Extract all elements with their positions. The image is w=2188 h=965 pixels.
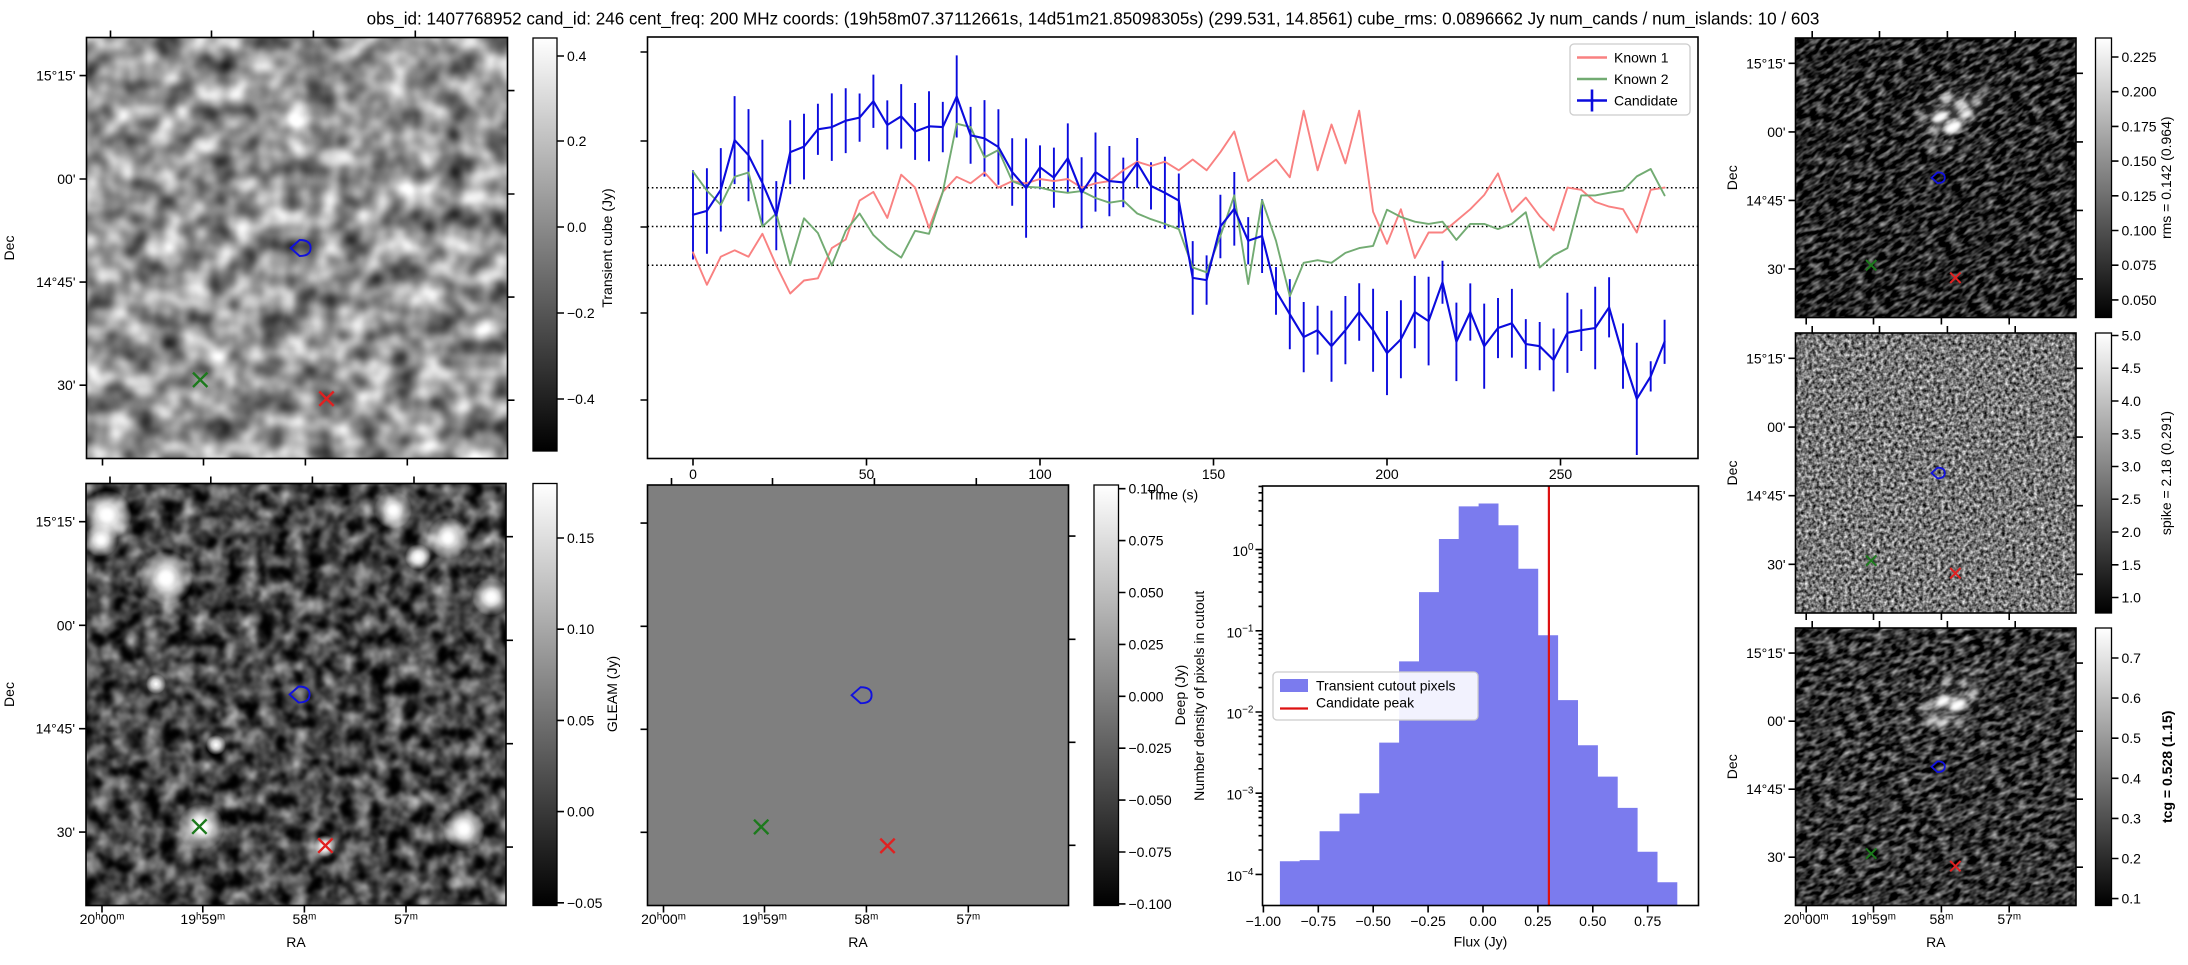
svg-text:14°45': 14°45'	[1746, 192, 1785, 208]
svg-text:Deep (Jy): Deep (Jy)	[1172, 665, 1188, 726]
svg-text:0.6: 0.6	[2122, 690, 2142, 706]
svg-text:−0.2: −0.2	[567, 305, 595, 321]
svg-text:15°15': 15°15'	[36, 68, 75, 84]
svg-text:0.25: 0.25	[1524, 913, 1551, 929]
svg-text:−0.05: −0.05	[567, 895, 603, 911]
svg-text:0.200: 0.200	[2122, 84, 2157, 100]
svg-text:Candidate peak: Candidate peak	[1316, 695, 1415, 711]
svg-text:rms = 0.142 (0.964): rms = 0.142 (0.964)	[2158, 116, 2174, 239]
svg-text:−0.050: −0.050	[1129, 792, 1172, 808]
svg-text:15°15': 15°15'	[1746, 55, 1785, 71]
svg-text:2.0: 2.0	[2122, 524, 2142, 540]
svg-text:30': 30'	[57, 824, 75, 840]
svg-text:1.0: 1.0	[2122, 590, 2142, 606]
svg-text:−0.4: −0.4	[567, 391, 595, 407]
svg-text:Known 1: Known 1	[1614, 50, 1669, 66]
svg-text:0.50: 0.50	[1579, 913, 1606, 929]
svg-text:00': 00'	[1767, 419, 1785, 435]
svg-text:14°45': 14°45'	[1746, 781, 1785, 797]
svg-text:Dec: Dec	[1724, 165, 1740, 190]
svg-text:0.10: 0.10	[567, 621, 594, 637]
svg-text:Dec: Dec	[1, 682, 17, 707]
svg-text:0.225: 0.225	[2122, 49, 2157, 65]
svg-text:00': 00'	[57, 617, 75, 633]
svg-text:0.75: 0.75	[1634, 913, 1661, 929]
svg-text:15°15': 15°15'	[36, 514, 75, 530]
svg-text:0.0: 0.0	[567, 219, 587, 235]
svg-text:0.00: 0.00	[567, 804, 594, 820]
svg-text:00': 00'	[1767, 124, 1785, 140]
svg-text:0.7: 0.7	[2122, 650, 2142, 666]
svg-text:spike = 2.18 (0.291): spike = 2.18 (0.291)	[2158, 411, 2174, 535]
svg-text:Dec: Dec	[1724, 461, 1740, 486]
svg-text:0.00: 0.00	[1469, 913, 1496, 929]
svg-text:RA: RA	[848, 934, 868, 950]
svg-text:15°15': 15°15'	[1746, 350, 1785, 366]
svg-text:0.05: 0.05	[567, 712, 594, 728]
svg-text:00': 00'	[1767, 713, 1785, 729]
svg-text:0.175: 0.175	[2122, 118, 2157, 134]
svg-text:5.0: 5.0	[2122, 328, 2142, 344]
svg-text:Known 2: Known 2	[1614, 71, 1669, 87]
svg-text:Dec: Dec	[1724, 754, 1740, 779]
svg-text:0.075: 0.075	[2122, 257, 2157, 273]
svg-text:100: 100	[1028, 466, 1052, 482]
svg-text:3.0: 3.0	[2122, 459, 2142, 475]
svg-text:3.5: 3.5	[2122, 426, 2142, 442]
svg-text:Time (s): Time (s)	[1147, 487, 1198, 503]
svg-text:−0.75: −0.75	[1301, 913, 1337, 929]
svg-text:0.4: 0.4	[567, 48, 587, 64]
svg-text:Transient cutout pixels: Transient cutout pixels	[1316, 678, 1456, 694]
svg-text:0.4: 0.4	[2122, 770, 2142, 786]
svg-text:1.5: 1.5	[2122, 557, 2142, 573]
svg-text:0: 0	[689, 466, 697, 482]
svg-text:0.050: 0.050	[1129, 585, 1164, 601]
svg-text:−0.100: −0.100	[1129, 896, 1172, 912]
svg-text:Candidate: Candidate	[1614, 93, 1678, 109]
svg-text:0.5: 0.5	[2122, 730, 2142, 746]
svg-text:0.3: 0.3	[2122, 810, 2142, 826]
svg-text:Dec: Dec	[1, 236, 17, 261]
svg-text:150: 150	[1202, 466, 1226, 482]
svg-text:30': 30'	[1767, 261, 1785, 277]
svg-text:0.15: 0.15	[567, 530, 594, 546]
svg-text:−0.25: −0.25	[1410, 913, 1446, 929]
svg-text:2.5: 2.5	[2122, 491, 2142, 507]
svg-text:−0.025: −0.025	[1129, 740, 1172, 756]
svg-text:0.2: 0.2	[567, 133, 587, 149]
svg-text:4.0: 4.0	[2122, 393, 2142, 409]
svg-text:200: 200	[1375, 466, 1399, 482]
svg-text:14°45': 14°45'	[36, 721, 75, 737]
svg-text:14°45': 14°45'	[1746, 488, 1785, 504]
svg-text:Flux (Jy): Flux (Jy)	[1454, 934, 1508, 950]
svg-text:RA: RA	[286, 934, 306, 950]
svg-text:0.150: 0.150	[2122, 153, 2157, 169]
svg-text:0.025: 0.025	[1129, 636, 1164, 652]
svg-text:0.075: 0.075	[1129, 533, 1164, 549]
svg-text:0.100: 0.100	[2122, 223, 2157, 239]
svg-text:−0.075: −0.075	[1129, 844, 1172, 860]
svg-text:0.1: 0.1	[2122, 891, 2142, 907]
svg-text:15°15': 15°15'	[1746, 645, 1785, 661]
svg-text:Number density of pixels in cu: Number density of pixels in cutout	[1191, 591, 1207, 801]
svg-text:30': 30'	[1767, 556, 1785, 572]
svg-text:14°45': 14°45'	[36, 274, 75, 290]
svg-text:Transient cube (Jy): Transient cube (Jy)	[599, 188, 615, 307]
svg-text:250: 250	[1549, 466, 1573, 482]
svg-text:obs_id: 1407768952 cand_id: 24: obs_id: 1407768952 cand_id: 246 cent_fre…	[367, 10, 1820, 29]
svg-text:−1.00: −1.00	[1246, 913, 1282, 929]
svg-text:4.5: 4.5	[2122, 360, 2142, 376]
svg-text:0.2: 0.2	[2122, 851, 2142, 867]
svg-text:30': 30'	[57, 377, 75, 393]
svg-text:GLEAM (Jy): GLEAM (Jy)	[604, 656, 620, 732]
svg-text:30': 30'	[1767, 849, 1785, 865]
svg-text:00': 00'	[57, 171, 75, 187]
svg-text:RA: RA	[1926, 934, 1946, 950]
svg-text:tcg = 0.528 (1.15): tcg = 0.528 (1.15)	[2159, 711, 2175, 823]
svg-text:50: 50	[859, 466, 875, 482]
svg-text:−0.50: −0.50	[1355, 913, 1391, 929]
svg-text:0.125: 0.125	[2122, 188, 2157, 204]
svg-text:0.000: 0.000	[1129, 688, 1164, 704]
svg-text:0.050: 0.050	[2122, 292, 2157, 308]
